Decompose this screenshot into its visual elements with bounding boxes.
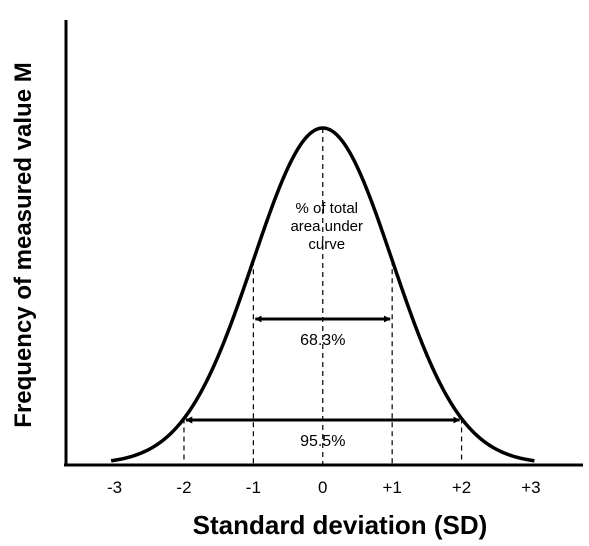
x-tick-label: -3 [107,478,122,497]
x-tick-label: +2 [452,478,471,497]
x-tick-label: -2 [176,478,191,497]
x-axis-title: Standard deviation (SD) [193,510,488,540]
y-axis-title: Frequency of measured value M [10,62,37,427]
x-tick-labels: -3 -2 -1 0 +1 +2 +3 [107,478,541,497]
x-tick-label: +1 [382,478,401,497]
x-tick-label: 0 [318,478,327,497]
range-label: 95.5% [300,433,345,450]
dashed-guides [183,128,463,464]
x-tick-label: +3 [521,478,540,497]
x-tick-label: -1 [246,478,261,497]
area-annotation: % of total area under curve [290,200,363,253]
range-arrows: 68.3% 95.5% [185,315,461,450]
normal-curve [110,126,535,463]
range-label: 68.3% [300,332,345,349]
